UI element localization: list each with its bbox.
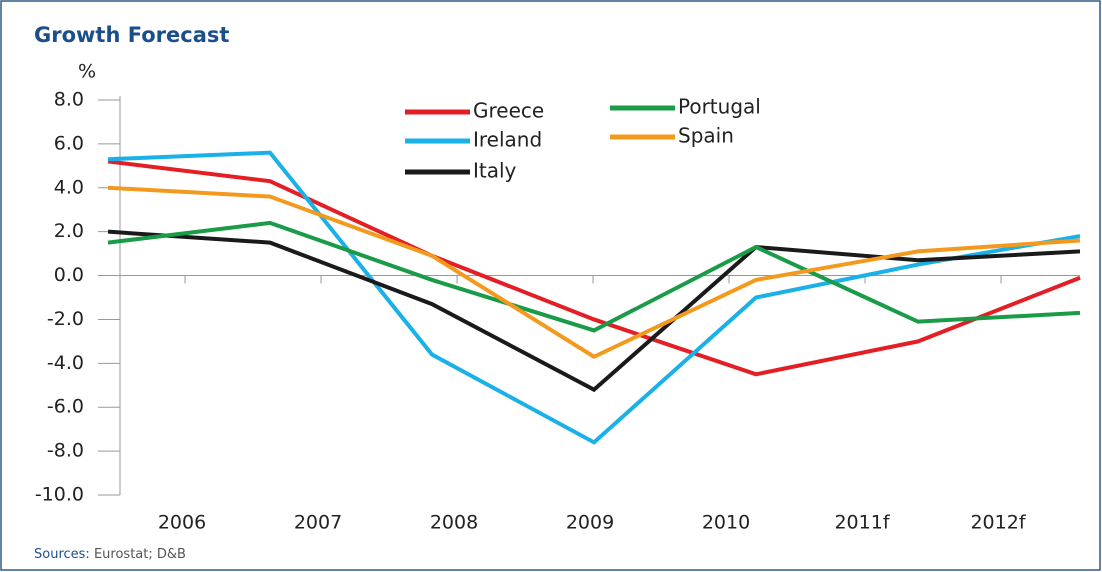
- series-line: [107, 229, 1081, 393]
- chart-title: Growth Forecast: [34, 23, 229, 47]
- y-tick-label: 2.0: [54, 220, 84, 242]
- legend-label: Portugal: [678, 95, 761, 119]
- source-text: Eurostat; D&B: [94, 547, 186, 562]
- y-axis-label: %: [78, 61, 96, 83]
- legend-label: Italy: [473, 159, 517, 183]
- x-tick-label: 2006: [158, 512, 206, 534]
- series-line: [107, 220, 1081, 333]
- series-line: [107, 159, 1081, 377]
- y-tick-label: 8.0: [54, 89, 84, 111]
- legend-label: Spain: [678, 124, 734, 148]
- source: Sources: Eurostat; D&B: [34, 547, 186, 562]
- y-tick-label: 0.0: [54, 264, 84, 286]
- y-tick-label: -2.0: [47, 308, 84, 330]
- x-tick-label: 2011f: [834, 512, 890, 534]
- series-line: [107, 185, 1081, 360]
- legend-label: Greece: [473, 99, 544, 123]
- x-tick-label: 2009: [566, 512, 614, 534]
- source-label: Sources:: [34, 547, 90, 562]
- x-tick-label: 2008: [430, 512, 478, 534]
- y-tick-label: -8.0: [47, 440, 84, 462]
- y-tick-label: -6.0: [47, 396, 84, 418]
- series-line: [107, 150, 1081, 445]
- x-tick-label: 2012f: [970, 512, 1026, 534]
- y-tick-label: 6.0: [54, 132, 84, 154]
- x-tick-label: 2007: [294, 512, 342, 534]
- y-tick-label: -10.0: [35, 484, 84, 506]
- x-tick-label: 2010: [702, 512, 750, 534]
- legend-label: Ireland: [473, 128, 542, 152]
- y-tick-label: 4.0: [54, 176, 84, 198]
- y-tick-label: -4.0: [47, 352, 84, 374]
